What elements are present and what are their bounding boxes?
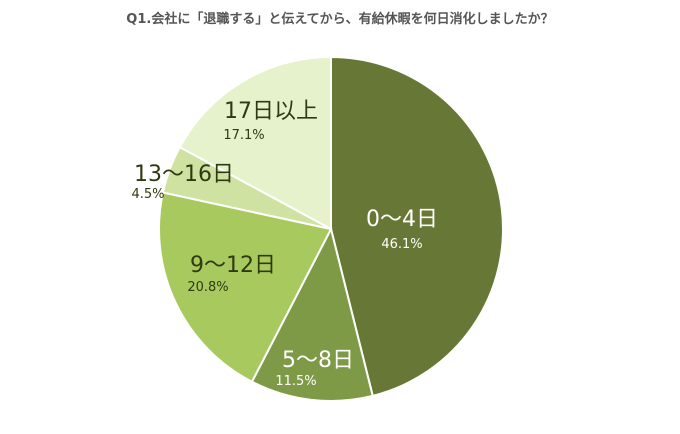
pie-slice xyxy=(178,55,332,231)
pie-slice xyxy=(330,55,504,398)
slice-value-label: 11.5% xyxy=(275,374,316,389)
chart-title: Q1.会社に「退職する」と伝えてから、有給休暇を何日消化しましたか？ xyxy=(126,12,554,27)
slice-label: 5〜8日 xyxy=(282,348,354,373)
pie-slice xyxy=(250,226,374,402)
slice-value-label: 46.1% xyxy=(381,237,422,252)
slice-value-label: 4.5% xyxy=(131,187,164,202)
pie-slice xyxy=(158,191,333,384)
slice-label: 0〜4日 xyxy=(366,207,438,232)
slice-label: 13〜16日 xyxy=(134,162,234,187)
slice-label: 17日以上 xyxy=(224,99,318,124)
slice-value-label: 17.1% xyxy=(223,128,264,143)
slice-label: 9〜12日 xyxy=(190,253,276,278)
slice-value-label: 20.8% xyxy=(187,280,228,295)
